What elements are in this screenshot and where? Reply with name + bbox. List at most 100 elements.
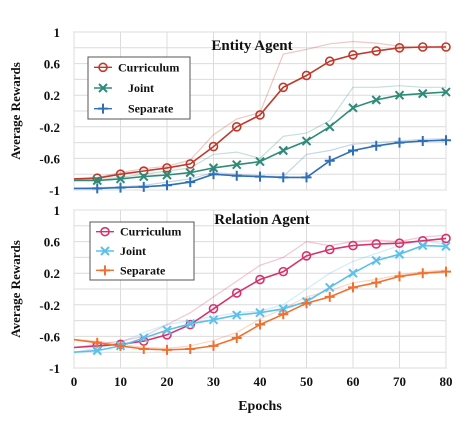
y-tick-label: -0.6 bbox=[39, 329, 60, 344]
panel-relation-agent: 1 0.6 0.2 -0.2 -0.6 -1 Average Rewards Relation… bbox=[8, 203, 453, 414]
legend-label-separate: Separate bbox=[128, 102, 174, 116]
y-tick-label: 1 bbox=[54, 25, 61, 40]
data-point-joint bbox=[371, 95, 381, 105]
x-tick-label: 10 bbox=[114, 374, 127, 389]
data-point-separate bbox=[278, 309, 289, 320]
y-tick-label: 0.6 bbox=[44, 57, 61, 72]
series-raw-line-separate bbox=[73, 269, 447, 349]
data-point-separate bbox=[162, 344, 172, 355]
data-point-separate bbox=[324, 155, 335, 166]
data-point-joint bbox=[418, 240, 428, 251]
data-point-curriculum bbox=[324, 244, 335, 255]
y-axis-label: Average Rewards bbox=[8, 62, 23, 160]
series-raw-line-curriculum bbox=[73, 234, 447, 349]
data-point-separate bbox=[138, 344, 149, 355]
data-point-curriculum bbox=[371, 46, 382, 56]
series-raw-line-joint bbox=[73, 85, 446, 182]
data-point-curriculum bbox=[371, 239, 382, 249]
y-tick-label: -1 bbox=[49, 361, 60, 376]
data-point-curriculum bbox=[138, 166, 149, 176]
x-tick-label: 60 bbox=[347, 374, 360, 389]
data-point-curriculum bbox=[301, 251, 312, 261]
panel-entity-agent: 1 0.6 0.2 -0.2 -0.6 -1 Average Rewards Entity A… bbox=[8, 25, 451, 198]
legend-marker-separate bbox=[98, 103, 108, 114]
data-point-joint bbox=[301, 136, 312, 146]
legend-marker-curriculum bbox=[98, 62, 108, 73]
data-point-separate bbox=[162, 180, 172, 191]
data-point-separate bbox=[231, 332, 242, 343]
y-axis-label: Average Rewards bbox=[8, 240, 23, 338]
legend: Curriculum Joint Separate bbox=[89, 221, 195, 281]
data-point-curriculum bbox=[394, 238, 405, 248]
legend-marker-curriculum bbox=[100, 226, 110, 237]
series-raw-line-curriculum bbox=[73, 40, 447, 180]
data-point-separate bbox=[92, 183, 103, 194]
data-point-joint bbox=[185, 319, 195, 329]
x-tick-label: 80 bbox=[440, 374, 453, 389]
legend-label-joint: Joint bbox=[120, 244, 146, 258]
data-point-joint bbox=[278, 145, 288, 156]
y-tick-label: -0.2 bbox=[39, 120, 60, 135]
data-point-separate bbox=[208, 340, 219, 351]
legend-label-curriculum: Curriculum bbox=[120, 225, 181, 239]
data-point-curriculum bbox=[185, 159, 196, 169]
data-point-curriculum bbox=[231, 288, 242, 298]
data-point-separate bbox=[417, 136, 428, 147]
data-point-joint bbox=[325, 282, 335, 293]
data-point-joint bbox=[394, 90, 405, 100]
data-point-separate bbox=[394, 137, 405, 148]
data-point-joint bbox=[115, 174, 126, 184]
data-point-curriculum bbox=[231, 122, 242, 132]
data-point-joint bbox=[441, 241, 451, 252]
data-point-separate bbox=[301, 172, 312, 183]
data-point-separate bbox=[301, 298, 312, 309]
data-point-curriculum bbox=[255, 274, 265, 285]
data-point-curriculum bbox=[441, 233, 451, 244]
data-point-joint bbox=[232, 310, 242, 320]
data-point-curriculum bbox=[255, 110, 265, 120]
data-point-separate bbox=[441, 266, 451, 277]
data-point-separate bbox=[115, 182, 126, 193]
data-point-separate bbox=[278, 172, 289, 183]
x-tick-label: 0 bbox=[71, 374, 78, 389]
data-point-joint bbox=[348, 268, 358, 278]
data-point-separate bbox=[371, 140, 382, 151]
series-raw-line-joint bbox=[73, 239, 447, 353]
data-point-joint bbox=[348, 103, 358, 113]
data-point-joint bbox=[371, 255, 381, 266]
data-point-separate bbox=[371, 277, 382, 288]
data-point-joint bbox=[418, 88, 428, 99]
data-point-joint bbox=[92, 345, 102, 356]
legend-label-separate: Separate bbox=[120, 263, 166, 277]
legend-marker-joint bbox=[98, 83, 108, 93]
data-point-separate bbox=[208, 169, 219, 180]
legend-marker-separate bbox=[100, 265, 110, 276]
data-point-separate bbox=[394, 271, 405, 282]
data-point-joint bbox=[255, 307, 265, 318]
data-point-separate bbox=[185, 177, 196, 188]
data-point-separate bbox=[348, 145, 358, 156]
data-point-separate bbox=[255, 171, 265, 182]
data-point-joint bbox=[232, 160, 242, 170]
data-point-curriculum bbox=[324, 56, 335, 67]
data-point-curriculum bbox=[278, 266, 289, 277]
data-point-joint bbox=[139, 171, 149, 182]
data-point-separate bbox=[417, 268, 428, 279]
legend-marker-joint bbox=[100, 246, 110, 256]
data-point-joint bbox=[208, 163, 219, 173]
chart-title: Relation Agent bbox=[214, 212, 309, 228]
data-point-joint bbox=[278, 304, 288, 314]
x-tick-label: 70 bbox=[393, 374, 406, 389]
data-point-joint bbox=[394, 249, 405, 259]
data-point-curriculum bbox=[301, 70, 312, 81]
chart-title: Entity Agent bbox=[211, 38, 292, 54]
x-tick-label: 20 bbox=[161, 374, 174, 389]
data-point-curriculum bbox=[92, 173, 103, 183]
data-point-joint bbox=[208, 315, 219, 325]
series-line-curriculum bbox=[73, 46, 446, 180]
data-point-joint bbox=[441, 87, 451, 97]
data-point-separate bbox=[348, 282, 358, 293]
x-tick-label: 50 bbox=[300, 374, 313, 389]
data-point-joint bbox=[139, 333, 149, 343]
legend: Curriculum Joint Separate bbox=[87, 56, 191, 120]
